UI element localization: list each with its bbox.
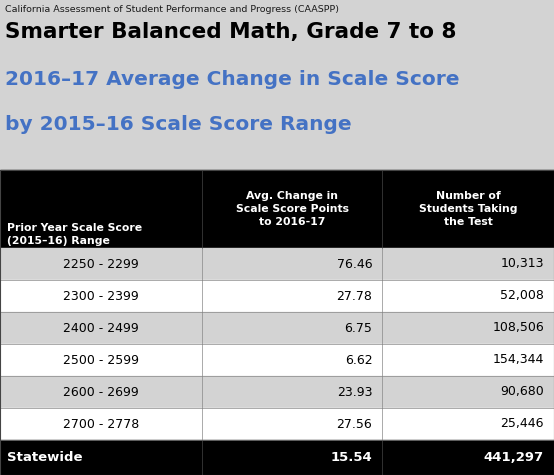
Text: 90,680: 90,680 <box>500 386 544 399</box>
Text: 2400 - 2499: 2400 - 2499 <box>63 322 139 334</box>
Text: 108,506: 108,506 <box>493 322 544 334</box>
Text: 6.62: 6.62 <box>345 353 372 367</box>
Text: Avg. Change in
Scale Score Points
to 2016-17: Avg. Change in Scale Score Points to 201… <box>236 191 348 227</box>
Text: 25,446: 25,446 <box>500 418 544 430</box>
Bar <box>0 408 554 440</box>
Text: 2600 - 2699: 2600 - 2699 <box>63 386 139 399</box>
Text: 2500 - 2599: 2500 - 2599 <box>63 353 139 367</box>
Text: 2250 - 2299: 2250 - 2299 <box>63 257 139 270</box>
Text: 10,313: 10,313 <box>500 257 544 270</box>
Text: California Assessment of Student Performance and Progress (CAASPP): California Assessment of Student Perform… <box>5 5 339 14</box>
Text: by 2015–16 Scale Score Range: by 2015–16 Scale Score Range <box>5 115 352 134</box>
Bar <box>0 312 554 344</box>
Text: 2700 - 2778: 2700 - 2778 <box>63 418 139 430</box>
Text: 76.46: 76.46 <box>337 257 372 270</box>
Bar <box>0 248 554 280</box>
Text: 441,297: 441,297 <box>484 451 544 464</box>
Bar <box>0 170 554 248</box>
Text: 15.54: 15.54 <box>331 451 372 464</box>
Text: 154,344: 154,344 <box>493 353 544 367</box>
Bar <box>0 170 554 475</box>
Text: 52,008: 52,008 <box>500 289 544 303</box>
Text: 27.56: 27.56 <box>336 418 372 430</box>
Text: Smarter Balanced Math, Grade 7 to 8: Smarter Balanced Math, Grade 7 to 8 <box>5 22 456 42</box>
Text: 2016–17 Average Change in Scale Score: 2016–17 Average Change in Scale Score <box>5 70 459 89</box>
Bar <box>0 440 554 475</box>
Text: 23.93: 23.93 <box>337 386 372 399</box>
Text: 6.75: 6.75 <box>345 322 372 334</box>
Text: Statewide: Statewide <box>7 451 82 464</box>
Text: 27.78: 27.78 <box>336 289 372 303</box>
Text: 2300 - 2399: 2300 - 2399 <box>63 289 139 303</box>
Text: Prior Year Scale Score
(2015–16) Range: Prior Year Scale Score (2015–16) Range <box>7 223 142 246</box>
Text: Number of
Students Taking
the Test: Number of Students Taking the Test <box>419 191 517 227</box>
Bar <box>0 280 554 312</box>
Bar <box>0 376 554 408</box>
Bar <box>0 344 554 376</box>
